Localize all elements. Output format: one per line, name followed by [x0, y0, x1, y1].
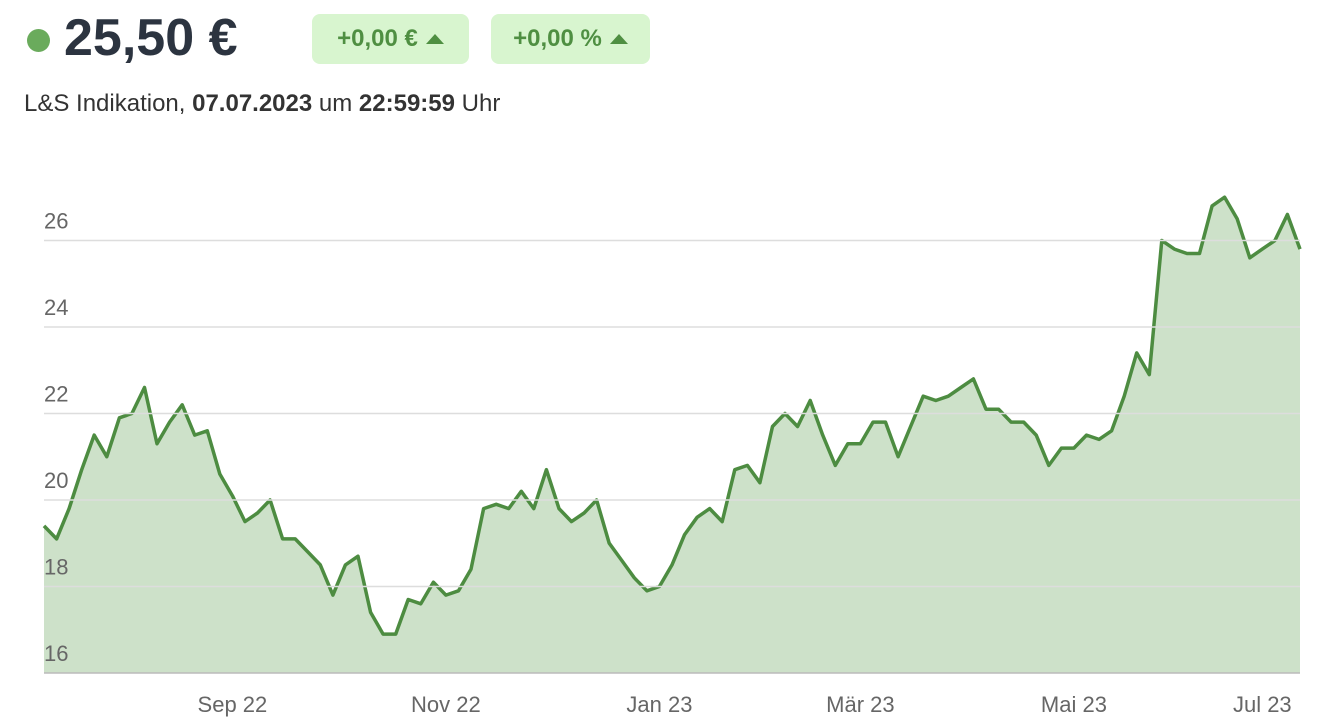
status-dot [27, 29, 50, 52]
y-tick-label: 26 [44, 208, 68, 233]
up-arrow [425, 34, 444, 44]
x-tick-label: Mär 23 [826, 692, 894, 717]
price: 25,50 € [64, 9, 238, 67]
y-tick-label: 18 [44, 554, 68, 579]
y-tick-label: 20 [44, 468, 68, 493]
x-tick-label: Sep 22 [198, 692, 268, 717]
price-line [42, 195, 1302, 636]
change-pct: +0,00 % [513, 25, 602, 52]
x-tick-label: Jul 23 [1233, 692, 1292, 717]
change-abs: +0,00 € [337, 25, 418, 52]
time-suffix: Uhr [461, 90, 501, 117]
change-badge: +0,00 % [491, 14, 650, 64]
x-tick-label: Jan 23 [626, 692, 692, 717]
y-tick-label: 22 [44, 381, 68, 406]
area-fill [44, 197, 1300, 673]
x-tick-label: Mai 23 [1041, 692, 1107, 717]
time-prefix: um [318, 90, 353, 117]
y-tick-label: 24 [44, 295, 68, 320]
change-badge: +0,00 € [312, 14, 469, 64]
subtitle: L&S Indikation, 07.07.2023 um 22:59:59 U… [24, 90, 500, 118]
y-tick-label: 16 [44, 641, 68, 666]
date: 07.07.2023 [192, 90, 313, 117]
x-tick-label: Nov 22 [411, 692, 481, 717]
time: 22:59:59 [358, 90, 455, 117]
source: L&S Indikation, [24, 90, 186, 117]
up-arrow [609, 34, 628, 44]
